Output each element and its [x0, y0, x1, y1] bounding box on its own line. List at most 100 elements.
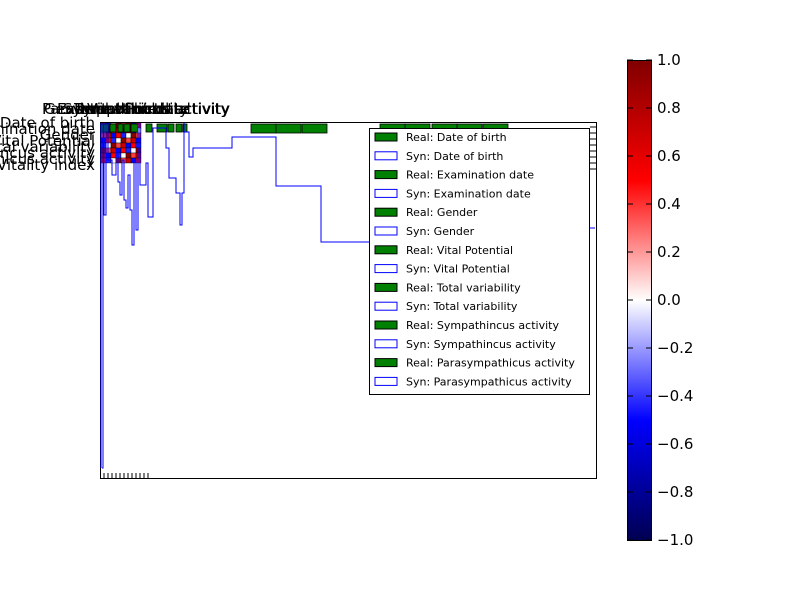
- syn-step-line: [103, 123, 107, 216]
- real-bar: [175, 123, 183, 133]
- legend-frame: [369, 128, 590, 395]
- legend-label: Real: Vital Potential: [406, 244, 513, 257]
- legend-swatch: [374, 339, 398, 349]
- left-label: Sympathincus activity: [0, 144, 95, 162]
- legend-label: Syn: Date of birth: [406, 150, 503, 163]
- legend-label: Syn: Examination date: [406, 187, 531, 200]
- legend-swatch: [374, 320, 398, 330]
- left-axis-labels: Date of birthExamination dateGenderVital…: [0, 114, 96, 174]
- real-bar: [130, 123, 139, 133]
- left-label: Gender: [40, 126, 96, 144]
- legend-swatch: [374, 151, 398, 161]
- colorbar-tick-label: 0.6: [657, 147, 681, 165]
- heatmap-cell: [130, 147, 137, 154]
- left-label: Date of birth: [0, 114, 95, 132]
- top-label: Gender: [44, 100, 100, 118]
- top-label: Parasympathicus activity: [42, 100, 230, 118]
- heatmap-cell: [110, 152, 117, 159]
- real-bar: [145, 123, 153, 133]
- colorbar-ticks: 1.0 0.8 0.6 0.4 0.2 0.0 −0.2 −0.4 −0.6 −0.8 −1.0: [627, 51, 693, 549]
- real-bar: [117, 123, 124, 133]
- syn-step-line: [139, 123, 185, 226]
- legend-label: Syn: Parasympathicus activity: [406, 375, 572, 388]
- colorbar-tick-label: −0.2: [657, 339, 693, 357]
- legend-swatch: [374, 376, 398, 386]
- colorbar-tick-label: 1.0: [657, 51, 681, 69]
- legend-swatch: [374, 207, 398, 217]
- heatmap-cell: [120, 132, 127, 139]
- syn-step-line: [184, 131, 369, 243]
- left-label: Vital Potential: [0, 132, 95, 150]
- legend-swatch: [374, 301, 398, 311]
- heatmap-cell: [125, 157, 132, 164]
- legend-swatch: [374, 282, 398, 292]
- right-axis-ticks: [590, 126, 596, 170]
- top-label: Examination date: [57, 100, 189, 118]
- real-bar: [275, 123, 302, 134]
- colorbar-tick-label: 0.0: [657, 291, 681, 309]
- left-label: Total variability: [0, 138, 95, 156]
- colorbar-tick-label: 0.8: [657, 99, 681, 117]
- heatmap-cell: [110, 132, 117, 139]
- real-bar: [250, 123, 277, 134]
- heatmap-cell: [115, 137, 122, 144]
- legend-swatch: [374, 245, 398, 255]
- heatmap-cell: [110, 142, 117, 149]
- heatmap-cell: [130, 137, 137, 144]
- legend-swatch: [374, 264, 398, 274]
- real-bar: [167, 123, 175, 133]
- legend-swatch: [374, 188, 398, 198]
- heatmap-cell: [125, 147, 132, 154]
- syn-step-line: [107, 123, 139, 246]
- heatmap-cell: [120, 142, 127, 149]
- legend: Real: Date of birth Syn: Date of birth Rea…: [369, 128, 590, 395]
- legend-label: Real: Sympathincus activity: [406, 319, 559, 332]
- heatmap-cell: [130, 132, 137, 139]
- legend-label: Syn: Gender: [406, 225, 475, 238]
- heatmap-cell: [125, 137, 132, 144]
- heatmap-cell: [125, 142, 132, 149]
- legend-label: Real: Gender: [406, 206, 478, 219]
- heatmap-cell: [110, 137, 117, 144]
- legend-label: Syn: Total variability: [406, 300, 518, 313]
- left-label: Parasympathicus activity: [0, 150, 95, 168]
- legend-label: Syn: Sympathincus activity: [406, 338, 556, 351]
- top-label: Total variability: [73, 100, 188, 118]
- left-label: Examination date: [0, 120, 95, 138]
- colorbar-tick-label: 0.2: [657, 243, 681, 261]
- top-label: Vital Potential: [87, 100, 191, 118]
- legend-label: Syn: Vital Potential: [406, 263, 510, 276]
- heatmap-cell: [125, 152, 132, 159]
- left-label: Vitality index: [0, 156, 95, 174]
- colorbar-tick-label: −0.4: [657, 387, 693, 405]
- legend-label: Real: Examination date: [406, 169, 534, 182]
- legend-swatch: [374, 226, 398, 236]
- heatmap-cell: [115, 142, 122, 149]
- legend-swatch: [374, 132, 398, 142]
- real-bar: [301, 123, 328, 134]
- heatmap-cell: [120, 137, 127, 144]
- heatmap-cell: [125, 132, 132, 139]
- top-label: Sympathincus activity: [63, 100, 230, 118]
- heatmap-cell: [130, 152, 137, 159]
- legend-swatch: [374, 358, 398, 368]
- heatmap-cell: [130, 142, 137, 149]
- colorbar-tick-label: −0.8: [657, 483, 693, 501]
- colorbar-tick-label: −1.0: [657, 531, 693, 549]
- real-bar: [109, 123, 117, 133]
- legend-label: Real: Date of birth: [406, 131, 507, 144]
- bottom-axis-ticks: [103, 473, 149, 478]
- legend-swatch: [374, 170, 398, 180]
- top-label: Date of birth: [74, 100, 169, 118]
- colorbar-tick-label: −0.6: [657, 435, 693, 453]
- colorbar-tick-label: 0.4: [657, 195, 681, 213]
- legend-label: Real: Parasympathicus activity: [406, 357, 575, 370]
- heatmap-cell: [115, 132, 122, 139]
- syn-step-line: [100, 123, 104, 469]
- real-bar: [123, 123, 131, 133]
- heatmap-cell: [120, 152, 127, 159]
- heatmap-cell: [110, 147, 117, 154]
- legend-label: Real: Total variability: [406, 281, 521, 294]
